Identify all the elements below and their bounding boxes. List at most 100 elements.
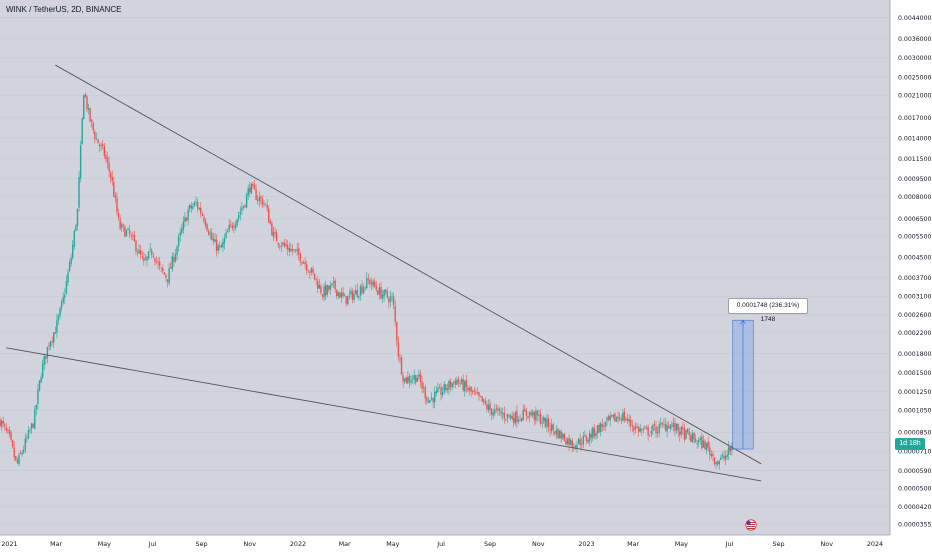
candle-body — [328, 285, 330, 290]
trendlines[interactable] — [6, 64, 762, 482]
candle-body — [705, 442, 708, 451]
candle-body — [563, 433, 566, 441]
candle-body — [590, 434, 592, 438]
candle-body — [637, 426, 640, 433]
candle-body — [24, 438, 26, 450]
candle-body — [233, 227, 235, 229]
candle-body — [136, 252, 139, 254]
candle-body — [102, 144, 104, 146]
candle-body — [465, 380, 468, 388]
candle-body — [422, 387, 425, 389]
candle-body — [307, 271, 309, 273]
candle-body — [46, 346, 49, 358]
candle-body — [138, 249, 140, 254]
candle-body — [555, 429, 558, 435]
candle-body — [41, 363, 44, 378]
time-scale-panel[interactable] — [0, 535, 890, 550]
candle-body — [690, 435, 692, 442]
candle-body — [549, 428, 551, 431]
candle-body — [272, 232, 275, 237]
candle-body — [544, 417, 547, 428]
candle-body — [196, 201, 199, 209]
candle-body — [168, 268, 170, 284]
candle-body — [48, 345, 50, 347]
candle-body — [76, 208, 79, 227]
measurement-label[interactable]: 0.0001748 (236.31%) 1748 — [728, 298, 808, 323]
candle-body — [94, 131, 96, 140]
price-scale-panel[interactable] — [890, 0, 932, 550]
candle-body — [546, 418, 548, 427]
candle-body — [381, 294, 384, 299]
candle-body — [214, 239, 216, 243]
time-tick-label: Nov — [821, 540, 834, 548]
candle-body — [694, 438, 697, 443]
candle-body — [203, 217, 205, 222]
candle-body — [217, 245, 219, 251]
candle-body — [587, 439, 589, 443]
candle-body — [634, 426, 637, 430]
candle-body — [215, 239, 218, 251]
time-tick-label: May — [386, 540, 399, 548]
candle-body — [315, 278, 317, 280]
time-tick-label: 2021 — [1, 540, 17, 548]
candle-body — [479, 395, 482, 397]
candle-body — [353, 293, 355, 300]
candle-body — [105, 155, 107, 159]
candle-body — [649, 434, 651, 436]
candle-body — [290, 248, 292, 252]
candle-body — [264, 204, 267, 206]
candle-body — [576, 444, 578, 449]
candle-body — [618, 417, 621, 419]
candle-body — [449, 380, 452, 387]
candle-body — [429, 399, 431, 403]
candle-body — [310, 268, 313, 273]
candle-body — [652, 425, 654, 431]
candle-body — [57, 315, 60, 321]
candle-body — [26, 437, 28, 439]
candle-body — [672, 423, 675, 427]
time-tick-label: Mar — [50, 540, 62, 548]
price-tick-label: 0.0017000 — [898, 115, 932, 122]
candle-body — [133, 234, 136, 242]
candle-body — [4, 424, 6, 427]
candle-body — [508, 415, 510, 417]
candle-body — [636, 426, 638, 428]
candle-body — [410, 380, 412, 383]
candle-body — [622, 412, 624, 421]
candle-body — [111, 176, 113, 182]
candle-body — [617, 416, 619, 419]
candle-body — [38, 380, 41, 391]
candle-body — [11, 440, 14, 447]
candle-body — [516, 411, 518, 422]
price-tick-label: 0.0003700 — [898, 275, 932, 282]
candle-body — [209, 233, 211, 235]
candle-body — [177, 236, 180, 247]
candle-body — [601, 424, 603, 427]
candle-body — [149, 249, 151, 251]
candle-body — [195, 202, 197, 203]
candle-body — [155, 260, 158, 262]
measurement-tool[interactable] — [732, 319, 754, 450]
candle-body — [67, 272, 69, 283]
candle-body — [446, 388, 449, 391]
candle-body — [151, 250, 153, 256]
candle-body — [470, 386, 472, 392]
candle-body — [16, 459, 19, 463]
candle-body — [223, 238, 226, 244]
candle-body — [696, 443, 698, 444]
candle-body — [592, 427, 594, 439]
candle-body — [84, 93, 87, 97]
candle-body — [351, 291, 354, 300]
candle-body — [661, 423, 664, 425]
candle-body — [543, 417, 545, 422]
candle-body — [141, 256, 143, 258]
candle-body — [75, 225, 77, 231]
candle-body — [438, 387, 441, 389]
candle-body — [675, 423, 678, 430]
candle-body — [653, 424, 656, 426]
candle-body — [287, 244, 289, 250]
candle-body — [249, 187, 251, 193]
candle-body — [383, 289, 385, 297]
